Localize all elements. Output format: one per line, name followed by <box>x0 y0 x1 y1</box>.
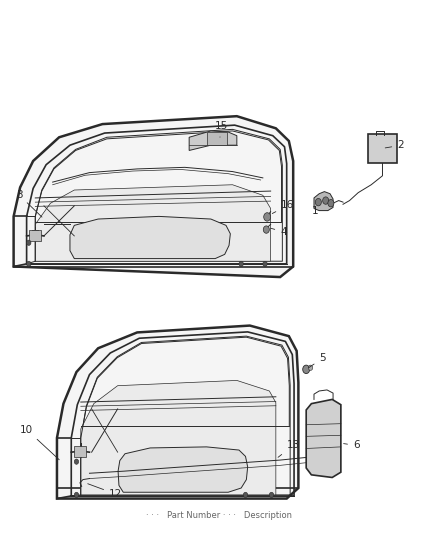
Text: 10: 10 <box>20 425 59 460</box>
Polygon shape <box>189 131 236 150</box>
Text: 4: 4 <box>270 227 286 237</box>
FancyBboxPatch shape <box>367 134 396 163</box>
Text: · · ·   Part Number · · ·   Description: · · · Part Number · · · Description <box>146 511 292 520</box>
FancyBboxPatch shape <box>74 446 86 457</box>
Polygon shape <box>35 185 270 261</box>
Circle shape <box>307 365 312 370</box>
Polygon shape <box>118 447 247 492</box>
Text: 5: 5 <box>308 353 325 368</box>
Text: 15: 15 <box>215 122 228 137</box>
Text: 12: 12 <box>88 484 122 499</box>
Circle shape <box>263 226 269 233</box>
Circle shape <box>74 459 78 464</box>
Polygon shape <box>81 381 275 495</box>
Polygon shape <box>57 326 298 498</box>
Text: 13: 13 <box>277 440 299 457</box>
Circle shape <box>314 198 321 206</box>
Text: 1: 1 <box>311 206 317 216</box>
Circle shape <box>302 365 309 374</box>
Circle shape <box>27 240 31 245</box>
Polygon shape <box>313 191 332 211</box>
Circle shape <box>327 199 333 207</box>
Circle shape <box>238 261 243 266</box>
Text: 2: 2 <box>384 140 403 150</box>
Text: 6: 6 <box>343 440 359 450</box>
Circle shape <box>74 492 78 497</box>
Circle shape <box>243 492 247 497</box>
Polygon shape <box>305 399 340 478</box>
Text: 3: 3 <box>16 190 42 217</box>
Polygon shape <box>70 216 230 259</box>
Circle shape <box>263 213 270 221</box>
Circle shape <box>269 492 273 497</box>
Polygon shape <box>14 116 293 277</box>
Circle shape <box>322 197 328 204</box>
Circle shape <box>262 261 267 266</box>
FancyBboxPatch shape <box>29 230 41 241</box>
FancyBboxPatch shape <box>207 132 226 145</box>
Circle shape <box>27 261 31 266</box>
Text: 16: 16 <box>272 200 293 214</box>
